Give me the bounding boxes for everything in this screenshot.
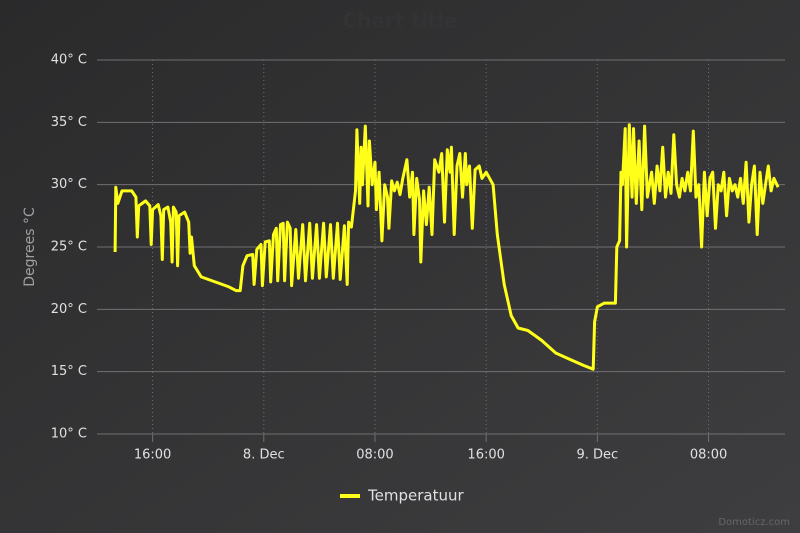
- credits: Domoticz.com: [718, 517, 790, 528]
- x-tick-label: 08:00: [356, 448, 393, 463]
- y-axis-title: Degrees °C: [22, 207, 38, 287]
- y-tick-label: 25° C: [51, 240, 87, 255]
- x-tick-label: 16:00: [134, 448, 171, 463]
- y-tick-label: 15° C: [51, 364, 87, 379]
- y-tick-label: 30° C: [51, 177, 87, 192]
- y-tick-label: 40° C: [51, 53, 87, 68]
- legend-label: Temperatuur: [367, 487, 464, 505]
- x-tick-label: 16:00: [467, 448, 504, 463]
- series-line: [113, 123, 780, 371]
- x-tick-label: 8. Dec: [243, 448, 285, 463]
- chart-title: Chart title: [342, 9, 457, 33]
- x-tick-label: 9. Dec: [577, 448, 619, 463]
- x-tick-label: 08:00: [690, 448, 727, 463]
- y-tick-label: 10° C: [51, 427, 87, 442]
- y-tick-label: 35° C: [51, 115, 87, 130]
- y-tick-label: 20° C: [51, 302, 87, 317]
